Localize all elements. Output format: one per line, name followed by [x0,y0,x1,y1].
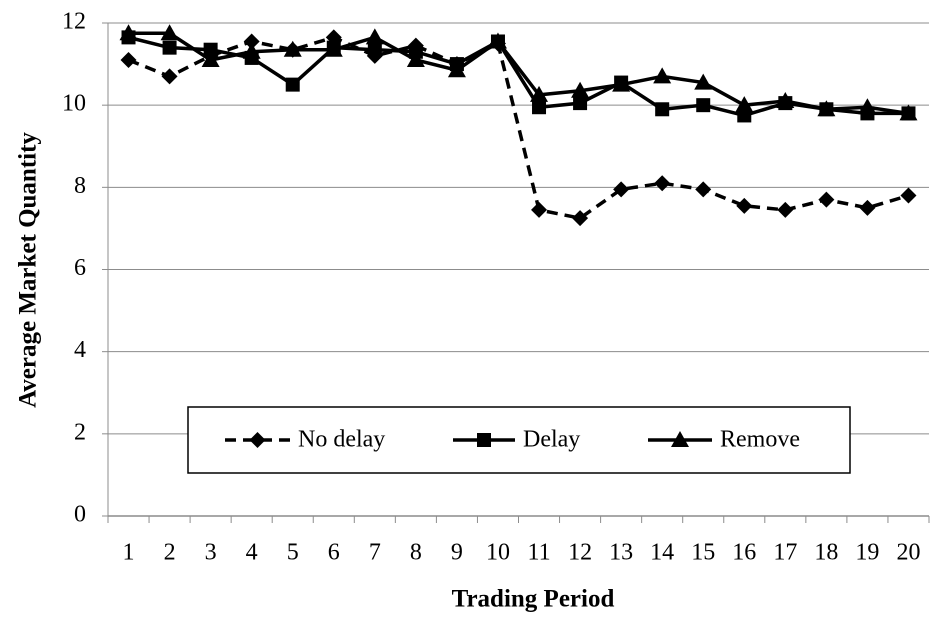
marker [160,24,179,41]
x-tick-label: 19 [855,540,879,566]
x-tick-label: 12 [568,540,592,566]
x-tick-label: 15 [691,540,715,566]
x-tick-label: 17 [773,540,797,566]
marker [776,92,795,109]
marker [859,199,876,216]
marker [655,102,670,117]
marker [249,432,266,448]
x-tick-label: 18 [814,540,838,566]
x-axis-label: Trading Period [452,586,615,613]
legend-label: No delay [298,427,385,453]
marker [161,68,178,85]
marker [653,67,672,84]
x-tick-label: 3 [205,540,217,566]
marker [613,181,630,198]
marker [735,96,754,113]
y-axis-label: Average Market Quantity [15,132,42,408]
legend-label: Remove [720,427,800,453]
marker [571,81,590,98]
marker [532,100,547,115]
series-line [128,31,909,116]
marker [899,104,918,121]
x-tick-label: 5 [287,540,299,566]
marker [530,85,549,102]
marker [695,181,712,198]
marker [447,61,466,78]
marker [285,77,300,92]
marker [283,40,302,57]
x-tick-label: 4 [246,540,258,566]
y-tick-label: 6 [74,255,86,281]
x-tick-label: 10 [486,540,510,566]
marker [162,40,177,55]
marker [777,201,794,218]
marker [488,32,507,49]
x-tick-label: 11 [527,540,550,566]
marker [243,33,260,50]
x-tick-label: 9 [451,540,463,566]
x-tick-label: 6 [328,540,340,566]
marker [858,98,877,115]
marker [367,42,382,57]
marker [671,431,689,447]
marker [612,75,631,92]
marker [119,24,138,41]
marker [477,433,491,447]
x-tick-label: 13 [609,540,633,566]
y-tick-label: 8 [74,173,86,199]
marker [900,187,917,204]
marker [365,28,384,45]
x-tick-label: 1 [123,540,135,566]
marker [406,50,425,67]
marker [654,175,671,192]
marker [531,201,548,218]
marker [694,73,713,90]
marker [324,40,343,57]
marker [572,210,589,227]
marker [573,96,588,111]
x-tick-label: 14 [650,540,674,566]
marker [818,191,835,208]
y-tick-label: 4 [74,337,86,363]
marker [203,42,218,57]
x-tick-label: 20 [896,540,920,566]
x-tick-label: 16 [732,540,756,566]
marker [201,50,220,67]
x-tick-label: 2 [164,540,176,566]
y-tick-label: 12 [62,9,86,35]
marker [696,98,711,113]
y-tick-label: 0 [74,502,86,528]
marker [817,100,836,117]
x-tick-label: 8 [410,540,422,566]
legend-label: Delay [523,427,580,453]
marker [736,197,753,214]
legend-box [187,406,851,474]
y-tick-label: 10 [62,91,86,117]
x-tick-label: 7 [369,540,381,566]
y-tick-label: 2 [74,419,86,445]
marker [120,51,137,68]
marker [242,42,261,59]
